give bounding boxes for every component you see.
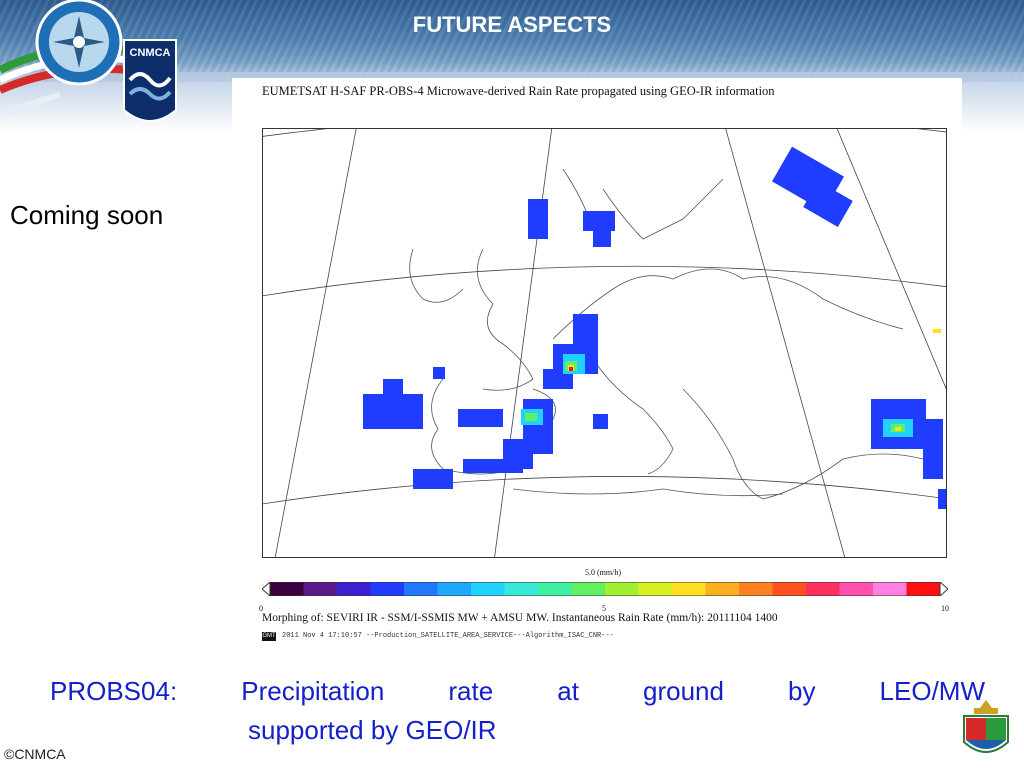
cnmca-logo-text: CNMCA bbox=[130, 47, 171, 59]
precipitation-map bbox=[262, 128, 947, 558]
colorbar-segment bbox=[538, 582, 572, 596]
colorbar-segment bbox=[471, 582, 505, 596]
colorbar-mid-label: 5 bbox=[602, 604, 606, 613]
colorbar-segment bbox=[605, 582, 639, 596]
coming-soon-label: Coming soon bbox=[10, 200, 164, 230]
slide-title: FUTURE ASPECTS bbox=[412, 12, 612, 37]
scale-label: 5.0 (mm/h) bbox=[585, 568, 621, 577]
figure-caption: Morphing of: SEVIRI IR - SSM/I-SSMIS MW … bbox=[262, 612, 778, 624]
graticule bbox=[263, 129, 946, 557]
colorbar-right-arrow bbox=[939, 582, 948, 596]
colorbar-segment bbox=[404, 582, 438, 596]
meteo-service-emblem bbox=[35, 0, 123, 86]
coastlines bbox=[409, 168, 924, 500]
colorbar-segment bbox=[370, 582, 405, 596]
colorbar-segment bbox=[504, 582, 539, 596]
figure-footer: 2011 Nov 4 17:10:57 --Production_SATELLI… bbox=[282, 632, 614, 640]
product-caption-line1: PROBS04: Precipitation rate at ground by… bbox=[50, 676, 985, 706]
colorbar-segment bbox=[873, 582, 907, 596]
colorbar-segment bbox=[772, 582, 807, 596]
map-svg bbox=[263, 129, 946, 557]
colorbar-border bbox=[269, 582, 941, 596]
colorbar-segment bbox=[337, 582, 371, 596]
gmt-logo: GMT bbox=[262, 632, 276, 641]
rain-rate-colorbar bbox=[262, 582, 948, 596]
colorbar-left-arrow bbox=[262, 582, 271, 596]
colorbar-segment bbox=[806, 582, 840, 596]
colorbar-segment bbox=[705, 582, 740, 596]
product-caption-line2: supported by GEO/IR bbox=[248, 715, 497, 745]
colorbar-segment bbox=[739, 582, 773, 596]
colorbar-segment bbox=[270, 582, 304, 596]
copyright-notice: ©CNMCA bbox=[4, 746, 66, 762]
colorbar-segment bbox=[906, 582, 941, 596]
figure-title: EUMETSAT H-SAF PR-OBS-4 Microwave-derive… bbox=[262, 84, 775, 98]
air-force-badge-icon bbox=[963, 700, 1009, 753]
colorbar-segment bbox=[571, 582, 606, 596]
colorbar-max-label: 10 bbox=[941, 604, 949, 613]
logo-group: CNMCA bbox=[0, 0, 200, 135]
colorbar-min-label: 0 bbox=[259, 604, 263, 613]
colorbar-segment bbox=[303, 582, 338, 596]
colorbar-segment bbox=[672, 582, 706, 596]
colorbar-segment bbox=[638, 582, 673, 596]
colorbar-segment bbox=[839, 582, 874, 596]
colorbar-segment bbox=[437, 582, 472, 596]
cnmca-shield: CNMCA bbox=[123, 39, 177, 122]
rain-areas bbox=[363, 146, 946, 509]
